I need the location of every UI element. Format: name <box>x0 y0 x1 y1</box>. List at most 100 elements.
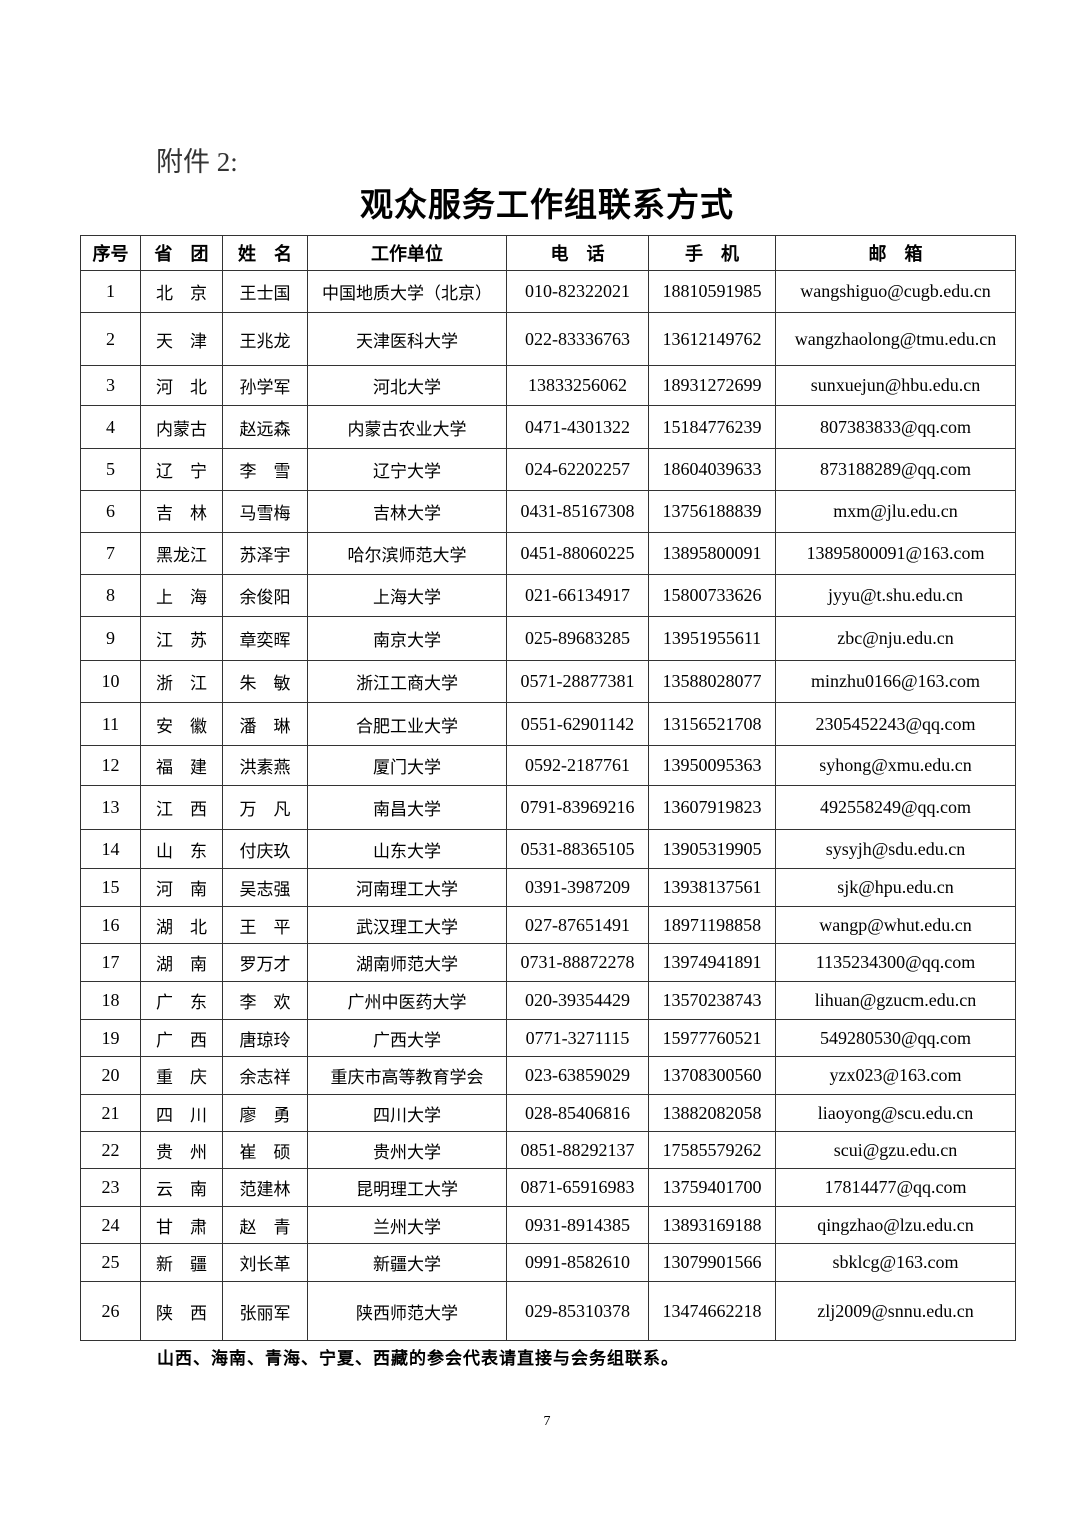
cell-organization: 广西大学 <box>307 1019 507 1057</box>
table-row: 19 广 西唐琼玲 广西大学 0771-3271115 15977760521 54928… <box>80 1019 1016 1057</box>
cell-mobile: 15184776239 <box>648 405 776 449</box>
cell-phone: 028-85406816 <box>506 1094 649 1132</box>
cell-province: 江 西 <box>140 785 223 830</box>
table-row: 4 内蒙古 赵远森 内蒙古农业大学 0471-4301322 15184776239 807… <box>80 405 1016 449</box>
cell-email: sbklcg@163.com <box>775 1243 1016 1282</box>
cell-index: 8 <box>80 574 141 617</box>
cell-province: 新 疆 <box>140 1243 223 1282</box>
cell-index: 4 <box>80 405 141 449</box>
cell-mobile: 15977760521 <box>648 1019 776 1057</box>
cell-mobile: 13156521708 <box>648 702 776 746</box>
cell-name: 朱 敏 <box>222 660 308 703</box>
cell-mobile: 13474662218 <box>648 1281 776 1341</box>
cell-index: 12 <box>80 745 141 786</box>
cell-index: 6 <box>80 490 141 533</box>
cell-organization: 内蒙古农业大学 <box>307 405 507 449</box>
cell-email: zlj2009@snnu.edu.cn <box>775 1281 1016 1341</box>
cell-phone: 027-87651491 <box>506 906 649 944</box>
cell-mobile: 13893169188 <box>648 1206 776 1244</box>
cell-organization: 合肥工业大学 <box>307 702 507 746</box>
cell-province: 广 东 <box>140 981 223 1020</box>
header-name: 姓 名 <box>222 235 308 271</box>
cell-mobile: 13759401700 <box>648 1168 776 1207</box>
cell-mobile: 13895800091 <box>648 532 776 575</box>
cell-province: 内蒙古 <box>140 405 223 449</box>
table-row: 12 福 建洪素燕 厦门大学 0592-2187761 13950095363 syhon… <box>80 745 1016 786</box>
cell-province: 重 庆 <box>140 1056 223 1095</box>
cell-email: lihuan@gzucm.edu.cn <box>775 981 1016 1020</box>
cell-mobile: 13950095363 <box>648 745 776 786</box>
cell-name: 张丽军 <box>222 1281 308 1341</box>
table-row: 25 新 疆刘长革 新疆大学 0991-8582610 13079901566 sbklc… <box>80 1243 1016 1282</box>
cell-name: 廖 勇 <box>222 1094 308 1132</box>
cell-email: 549280530@qq.com <box>775 1019 1016 1057</box>
cell-province: 湖 南 <box>140 943 223 982</box>
cell-name: 孙学军 <box>222 365 308 406</box>
cell-index: 13 <box>80 785 141 830</box>
cell-mobile: 13588028077 <box>648 660 776 703</box>
header-mobile: 手 机 <box>648 235 776 271</box>
cell-phone: 0851-88292137 <box>506 1131 649 1169</box>
cell-organization: 重庆市高等教育学会 <box>307 1056 507 1095</box>
cell-index: 14 <box>80 829 141 869</box>
cell-email: scui@gzu.edu.cn <box>775 1131 1016 1169</box>
cell-organization: 浙江工商大学 <box>307 660 507 703</box>
cell-phone: 0791-83969216 <box>506 785 649 830</box>
cell-name: 章奕晖 <box>222 616 308 661</box>
cell-index: 7 <box>80 532 141 575</box>
cell-mobile: 18604039633 <box>648 448 776 491</box>
cell-name: 罗万才 <box>222 943 308 982</box>
cell-mobile: 13708300560 <box>648 1056 776 1095</box>
cell-phone: 0531-88365105 <box>506 829 649 869</box>
cell-index: 16 <box>80 906 141 944</box>
cell-phone: 0391-3987209 <box>506 868 649 907</box>
cell-mobile: 13570238743 <box>648 981 776 1020</box>
cell-name: 王 平 <box>222 906 308 944</box>
table-header-row: 序号省 团姓 名工作单位电 话手 机邮 箱 <box>80 235 1016 271</box>
cell-index: 24 <box>80 1206 141 1244</box>
table-row: 22 贵 州崔 硕贵州大学 0851-88292137 17585579262 scui… <box>80 1131 1016 1169</box>
cell-province: 河 北 <box>140 365 223 406</box>
cell-organization: 厦门大学 <box>307 745 507 786</box>
page-title: 观众服务工作组联系方式 <box>360 188 734 224</box>
cell-index: 22 <box>80 1131 141 1169</box>
cell-province: 贵 州 <box>140 1131 223 1169</box>
cell-phone: 0991-8582610 <box>506 1243 649 1282</box>
cell-organization: 山东大学 <box>307 829 507 869</box>
table-row: 16 湖 北王 平武汉理工大学 027-87651491 18971198858 wan… <box>80 906 1016 944</box>
cell-phone: 0571-28877381 <box>506 660 649 703</box>
table-row: 20 重 庆余志祥 重庆市高等教育学会 023-63859029 13708300560… <box>80 1056 1016 1095</box>
cell-organization: 河南理工大学 <box>307 868 507 907</box>
cell-mobile: 13612149762 <box>648 312 776 366</box>
table-row: 14 山 东付庆玖 山东大学 0531-88365105 13905319905 sysy… <box>80 829 1016 869</box>
cell-phone: 029-85310378 <box>506 1281 649 1341</box>
cell-email: 2305452243@qq.com <box>775 702 1016 746</box>
cell-email: yzx023@163.com <box>775 1056 1016 1095</box>
cell-province: 陕 西 <box>140 1281 223 1341</box>
cell-phone: 0471-4301322 <box>506 405 649 449</box>
cell-province: 广 西 <box>140 1019 223 1057</box>
cell-name: 李 欢 <box>222 981 308 1020</box>
cell-phone: 0592-2187761 <box>506 745 649 786</box>
cell-email: sunxuejun@hbu.edu.cn <box>775 365 1016 406</box>
cell-index: 15 <box>80 868 141 907</box>
table-row: 13 江 西万 凡南昌大学 0791-83969216 13607919823 4925… <box>80 785 1016 830</box>
cell-phone: 0451-88060225 <box>506 532 649 575</box>
header-index: 序号 <box>80 235 141 271</box>
cell-organization: 上海大学 <box>307 574 507 617</box>
cell-email: 13895800091@163.com <box>775 532 1016 575</box>
cell-phone: 0431-85167308 <box>506 490 649 533</box>
cell-index: 21 <box>80 1094 141 1132</box>
cell-email: mxm@jlu.edu.cn <box>775 490 1016 533</box>
cell-email: wangshiguo@cugb.edu.cn <box>775 270 1016 313</box>
cell-organization: 哈尔滨师范大学 <box>307 532 507 575</box>
cell-email: syhong@xmu.edu.cn <box>775 745 1016 786</box>
cell-email: wangp@whut.edu.cn <box>775 906 1016 944</box>
cell-mobile: 13905319905 <box>648 829 776 869</box>
cell-email: jyyu@t.shu.edu.cn <box>775 574 1016 617</box>
cell-phone: 0771-3271115 <box>506 1019 649 1057</box>
cell-name: 吴志强 <box>222 868 308 907</box>
